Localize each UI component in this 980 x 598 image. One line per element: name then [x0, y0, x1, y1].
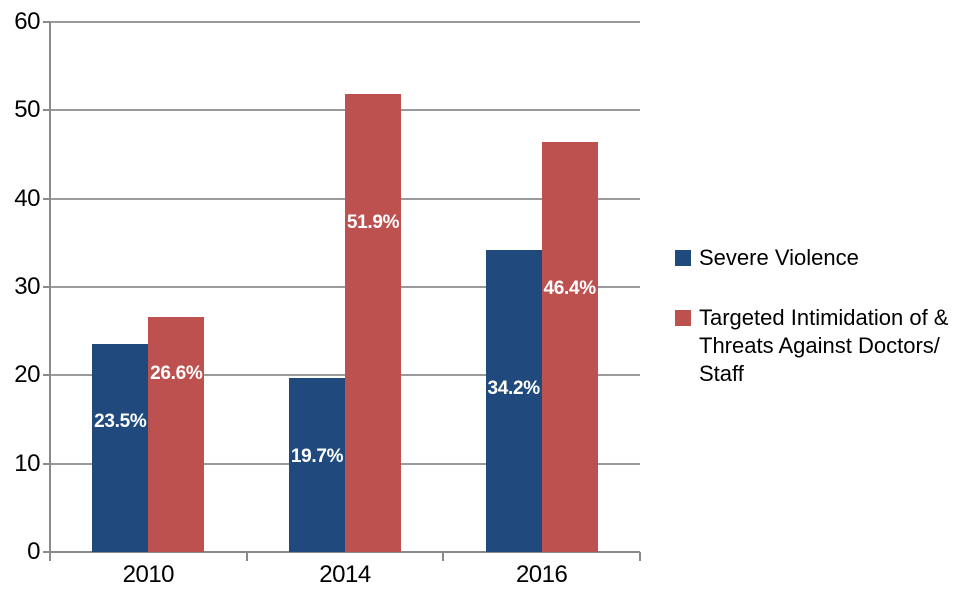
y-tick-label: 50	[14, 96, 40, 124]
bar-severe-violence-2016: 34.2%	[485, 249, 542, 552]
bar-value-label-targeted-intimidation-2016: 46.4%	[543, 278, 596, 300]
y-tick-mark	[43, 109, 50, 112]
bar-value-label-severe-violence-2016: 34.2%	[487, 377, 540, 399]
y-tick-mark	[43, 462, 50, 465]
legend-item-severe-violence: Severe Violence	[675, 244, 859, 272]
legend-label-severe-violence: Severe Violence	[699, 245, 859, 270]
y-tick-mark	[43, 551, 50, 553]
x-tick-mark	[639, 552, 641, 561]
legend-label-targeted-intimidation: Targeted Intimidation of & Threats Again…	[699, 305, 949, 386]
y-tick-mark	[43, 374, 50, 377]
bar-targeted-intimidation-2010: 26.6%	[148, 317, 205, 552]
x-tick-mark	[49, 552, 51, 561]
bar-severe-violence-2010: 23.5%	[92, 344, 149, 552]
legend-marker-targeted-intimidation-icon	[675, 310, 691, 326]
y-axis-line	[49, 22, 51, 561]
x-axis-label-2014: 2014	[319, 561, 371, 588]
bar-value-label-targeted-intimidation-2014: 51.9%	[346, 211, 400, 233]
y-tick-label: 0	[27, 538, 40, 565]
x-tick-mark	[442, 552, 445, 561]
y-tick-mark	[43, 286, 50, 288]
bar-targeted-intimidation-2016: 46.4%	[541, 142, 598, 552]
y-tick-label: 20	[14, 361, 40, 389]
bar-value-label-targeted-intimidation-2010: 26.6%	[150, 363, 203, 385]
x-axis-label-2016: 2016	[515, 561, 568, 588]
gridline	[50, 21, 640, 23]
y-tick-label: 40	[14, 184, 40, 212]
x-axis-label-2010: 2010	[122, 561, 175, 588]
y-tick-mark	[43, 21, 50, 23]
y-tick-label: 30	[14, 273, 40, 300]
y-tick-label: 10	[14, 449, 40, 477]
bar-value-label-severe-violence-2010: 23.5%	[94, 411, 147, 433]
y-tick-mark	[43, 197, 50, 200]
x-axis-line	[50, 551, 640, 553]
y-tick-label: 60	[14, 8, 40, 35]
bar-targeted-intimidation-2014: 51.9%	[345, 93, 401, 552]
bar-value-label-severe-violence-2014: 19.7%	[290, 445, 344, 467]
x-tick-mark	[245, 552, 248, 561]
bar-severe-violence-2014: 19.7%	[289, 377, 345, 552]
legend-marker-severe-violence-icon	[675, 250, 691, 266]
legend-item-targeted-intimidation: Targeted Intimidation of & Threats Again…	[675, 304, 980, 388]
